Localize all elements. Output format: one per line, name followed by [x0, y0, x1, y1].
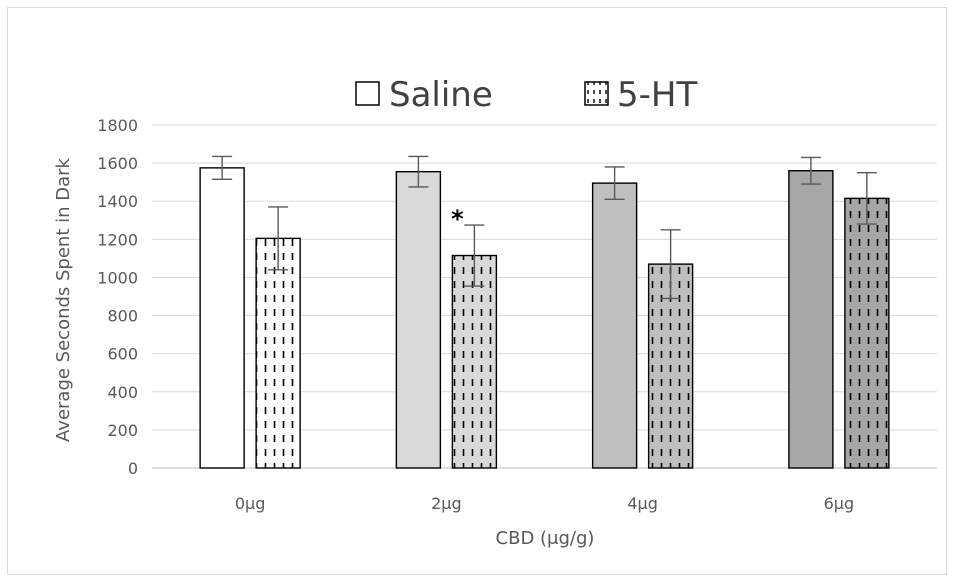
y-tick-label: 0: [128, 459, 138, 478]
bars: [199, 167, 890, 469]
y-tick-label: 1200: [97, 230, 138, 249]
y-tick-labels: 0 200 400 600 800 1000 1200 1400 1600 1800: [97, 116, 138, 478]
legend-label: 5-HT: [617, 75, 697, 115]
error-bar: [660, 229, 681, 300]
bar-5-ht-3: [844, 197, 890, 469]
significance-marker: *: [451, 205, 464, 233]
bar-saline-1: [395, 170, 442, 469]
y-tick-label: 600: [107, 345, 138, 364]
x-tick-labels: 0μg 2μg 4μg 6μg: [235, 494, 854, 513]
y-tick-label: 1000: [97, 268, 138, 287]
legend-label: Saline: [389, 75, 493, 115]
x-tick-label: 0μg: [235, 494, 266, 513]
y-tick-label: 1800: [97, 116, 138, 135]
bar-5-ht-1: [451, 254, 498, 469]
y-tick-label: 400: [107, 383, 138, 402]
error-bar: [856, 171, 877, 225]
legend-swatch: [584, 81, 609, 106]
legend: Saline 5-HT: [355, 75, 697, 115]
x-tick-label: 4μg: [627, 494, 658, 513]
legend-item-saline: Saline: [355, 75, 493, 115]
error-bars: [212, 155, 877, 300]
legend-swatch: [355, 81, 380, 106]
error-bar: [604, 166, 625, 201]
legend-item-5-ht: 5-HT: [584, 75, 697, 115]
error-bar: [800, 156, 821, 185]
annotations: *: [451, 205, 464, 233]
error-bar: [408, 155, 429, 188]
x-tick-label: 2μg: [431, 494, 462, 513]
y-tick-label: 1400: [97, 192, 138, 211]
bar-5-ht-0: [255, 237, 301, 469]
bar-saline-3: [788, 170, 834, 469]
x-axis-title: CBD (μg/g): [496, 528, 595, 549]
error-bar: [212, 155, 233, 181]
y-tick-label: 800: [107, 307, 138, 326]
bar-saline-0: [199, 167, 245, 469]
bar-saline-2: [591, 182, 638, 469]
error-bar: [464, 224, 485, 287]
y-tick-label: 200: [107, 421, 138, 440]
x-tick-label: 6μg: [824, 494, 855, 513]
y-axis-title: Average Seconds Spent in Dark: [53, 157, 74, 442]
y-tick-label: 1600: [97, 154, 138, 173]
error-bar: [268, 206, 289, 271]
